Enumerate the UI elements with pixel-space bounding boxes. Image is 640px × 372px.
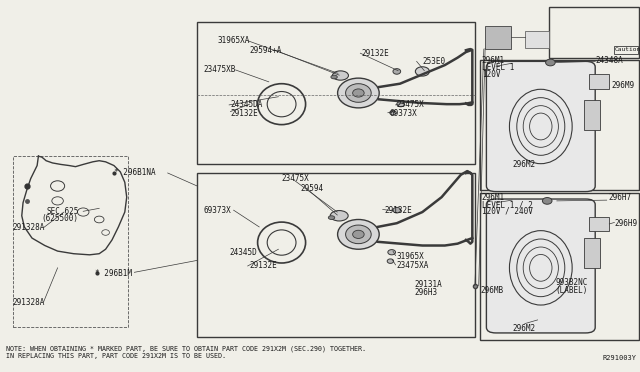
Text: 296M2: 296M2 (512, 160, 535, 169)
Text: (LABEL): (LABEL) (556, 286, 588, 295)
Text: IN REPLACING THIS PART, PART CODE 291X2M IS TO BE USED.: IN REPLACING THIS PART, PART CODE 291X2M… (6, 353, 227, 359)
Bar (584, 238, 600, 268)
Bar (589, 217, 609, 231)
Text: 296H3: 296H3 (415, 288, 438, 296)
Ellipse shape (338, 219, 380, 249)
Text: 120V / 240V: 120V / 240V (482, 207, 532, 216)
Text: LEVEL 1 / 2: LEVEL 1 / 2 (482, 200, 532, 209)
Bar (480, 193, 639, 340)
Ellipse shape (330, 211, 348, 221)
Text: * 296B1NA: * 296B1NA (114, 169, 156, 177)
Text: 29132E: 29132E (384, 206, 412, 215)
Text: 23475XA: 23475XA (397, 262, 429, 270)
Bar (549, 7, 639, 58)
Text: 31965X: 31965X (397, 252, 424, 261)
Text: 296H7: 296H7 (608, 193, 631, 202)
Text: 23475X: 23475X (397, 100, 424, 109)
Text: 29131A: 29131A (415, 280, 442, 289)
Bar (589, 74, 609, 89)
Text: 29594: 29594 (301, 184, 324, 193)
Ellipse shape (545, 59, 555, 66)
Text: 69373X: 69373X (389, 109, 417, 118)
Ellipse shape (328, 216, 335, 219)
Bar (614, 46, 638, 54)
Bar (525, 31, 549, 48)
FancyBboxPatch shape (486, 199, 595, 333)
Text: 296M2: 296M2 (512, 324, 535, 333)
Text: 24345DA: 24345DA (230, 100, 263, 109)
Text: 120V: 120V (482, 70, 500, 79)
Ellipse shape (543, 198, 552, 204)
Text: 296MB: 296MB (480, 286, 503, 295)
Text: 291328A: 291328A (13, 223, 45, 232)
Text: 29132E: 29132E (362, 49, 389, 58)
Ellipse shape (397, 102, 404, 107)
Text: Caution: Caution (615, 47, 640, 52)
Bar (13, 156, 128, 327)
Bar (485, 26, 511, 49)
FancyBboxPatch shape (486, 61, 595, 192)
Text: 23475X: 23475X (282, 174, 309, 183)
Text: R291003Y: R291003Y (603, 355, 637, 361)
Ellipse shape (390, 110, 396, 115)
Text: SEC.625: SEC.625 (47, 207, 79, 216)
Ellipse shape (393, 208, 401, 213)
Text: 24348A: 24348A (595, 56, 623, 65)
Ellipse shape (346, 225, 371, 244)
Bar (197, 22, 475, 164)
Ellipse shape (353, 89, 364, 97)
Text: NOTE: WHEN OBTAINING * MARKED PART, BE SURE TO OBTAIN PART CODE 291X2M (SEC.290): NOTE: WHEN OBTAINING * MARKED PART, BE S… (6, 346, 366, 352)
Ellipse shape (346, 84, 371, 102)
Ellipse shape (333, 71, 349, 80)
Bar (584, 100, 600, 130)
Text: 296M1: 296M1 (482, 56, 505, 65)
Ellipse shape (338, 78, 380, 108)
Ellipse shape (393, 68, 401, 74)
Ellipse shape (387, 259, 394, 263)
Text: 69373X: 69373X (204, 206, 231, 215)
Text: (625500): (625500) (42, 214, 79, 223)
Text: 253E0: 253E0 (422, 57, 445, 66)
Text: LEVEL 1: LEVEL 1 (482, 63, 515, 72)
Bar (197, 173, 475, 337)
Ellipse shape (415, 67, 429, 76)
Bar (480, 60, 639, 190)
Ellipse shape (331, 75, 337, 79)
Text: 29594+A: 29594+A (250, 46, 282, 55)
Text: 24345D: 24345D (229, 248, 257, 257)
Ellipse shape (388, 250, 396, 255)
Text: * 296B1M: * 296B1M (95, 269, 132, 278)
Text: 29132E: 29132E (250, 262, 277, 270)
Text: 23475XB: 23475XB (204, 65, 236, 74)
Text: 296M9: 296M9 (611, 81, 634, 90)
Text: 291328A: 291328A (13, 298, 45, 307)
Text: 29132E: 29132E (230, 109, 258, 118)
Text: 31965XA: 31965XA (218, 36, 250, 45)
Text: 296H9: 296H9 (614, 219, 637, 228)
Ellipse shape (353, 230, 364, 238)
Text: 993B2NC: 993B2NC (556, 278, 588, 287)
Text: 296M1: 296M1 (482, 193, 505, 202)
